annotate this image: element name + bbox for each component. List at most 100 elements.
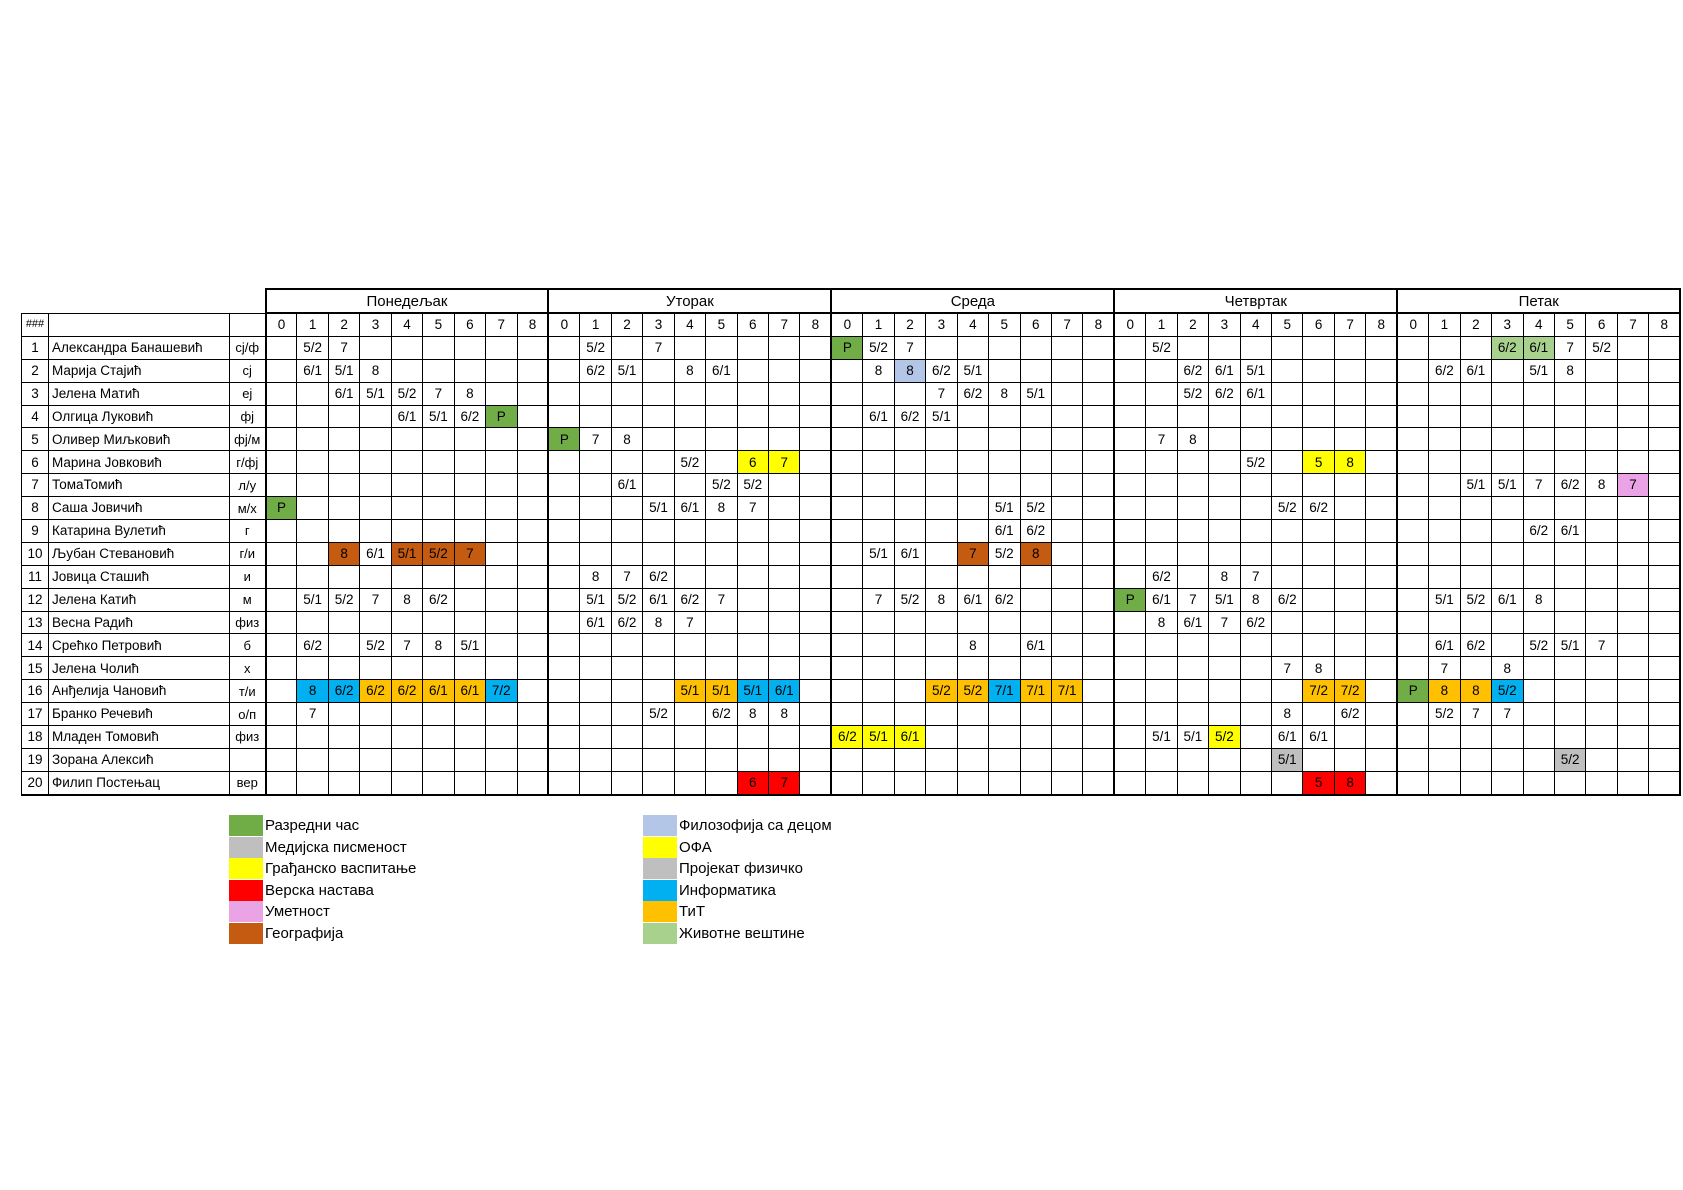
schedule-cell: [736, 610, 770, 635]
schedule-cell: [862, 564, 895, 589]
hour-header: 1: [862, 311, 895, 337]
schedule-cell: [1396, 450, 1430, 475]
schedule-cell: [1050, 519, 1084, 543]
schedule-cell: [1396, 747, 1430, 772]
schedule-cell: [736, 725, 770, 749]
schedule-cell: [1333, 747, 1367, 772]
schedule-cell: 7: [1553, 335, 1587, 360]
schedule-cell: [862, 702, 895, 727]
schedule-cell: [1208, 541, 1241, 566]
schedule-cell: 5/2: [956, 679, 990, 704]
schedule-cell: [642, 473, 675, 498]
schedule-cell: [1050, 473, 1084, 498]
schedule-cell: [485, 770, 518, 796]
schedule-cell: [1459, 747, 1493, 772]
schedule-cell: [1082, 725, 1115, 749]
schedule-cell: 6/1: [862, 404, 895, 429]
schedule-cell: [1113, 519, 1147, 543]
schedule-cell: [1365, 404, 1398, 429]
teacher-name: Весна Радић: [48, 610, 230, 635]
schedule-cell: [1396, 473, 1430, 498]
row-number: 5: [21, 427, 49, 452]
schedule-cell: [893, 610, 927, 635]
schedule-cell: [1616, 679, 1650, 704]
schedule-cell: [1333, 519, 1367, 543]
hour-header: 6: [453, 311, 487, 337]
schedule-cell: [1522, 541, 1555, 566]
schedule-cell: 7/2: [1333, 679, 1367, 704]
schedule-cell: [1333, 404, 1367, 429]
schedule-cell: [264, 541, 298, 566]
schedule-cell: [1428, 610, 1461, 635]
schedule-cell: 5/1: [736, 679, 770, 704]
schedule-cell: [1145, 450, 1178, 475]
schedule-cell: 6: [736, 450, 770, 475]
schedule-cell: [925, 747, 958, 772]
schedule-cell: 8: [1302, 656, 1335, 681]
teacher-name: Срећко Петровић: [48, 633, 230, 658]
schedule-cell: [642, 541, 675, 566]
schedule-cell: 7/1: [988, 679, 1021, 704]
schedule-cell: [359, 656, 392, 681]
schedule-cell: [1176, 496, 1210, 521]
schedule-cell: [1616, 610, 1650, 635]
hour-header: 2: [610, 311, 644, 337]
schedule-cell: [1333, 610, 1367, 635]
schedule-cell: [1396, 404, 1430, 429]
schedule-cell: [264, 358, 298, 383]
legend-item: Филозофија са децом: [643, 815, 832, 836]
schedule-cell: [1365, 541, 1398, 566]
schedule-cell: [799, 747, 832, 772]
schedule-cell: [1302, 587, 1335, 612]
row-number: 10: [21, 541, 49, 566]
schedule-cell: [1113, 404, 1147, 429]
schedule-cell: [1522, 770, 1555, 796]
schedule-cell: 6/1: [327, 381, 361, 406]
schedule-cell: [956, 702, 990, 727]
schedule-cell: 5/1: [1145, 725, 1178, 749]
schedule-cell: [642, 725, 675, 749]
legend-swatch: [643, 879, 677, 901]
schedule-cell: 5/2: [1428, 702, 1461, 727]
schedule-cell: [642, 519, 675, 543]
schedule-cell: [862, 610, 895, 635]
schedule-cell: 8: [1522, 587, 1555, 612]
schedule-cell: [485, 358, 518, 383]
schedule-cell: [1428, 473, 1461, 498]
schedule-cell: [1145, 679, 1178, 704]
schedule-cell: [736, 404, 770, 429]
schedule-cell: 8: [1176, 427, 1210, 452]
schedule-cell: [1270, 358, 1304, 383]
schedule-cell: 7/1: [1019, 679, 1052, 704]
schedule-cell: [1522, 679, 1555, 704]
schedule-cell: [1491, 450, 1524, 475]
schedule-cell: [1396, 656, 1430, 681]
schedule-cell: [296, 496, 329, 521]
schedule-cell: 7: [642, 335, 675, 360]
schedule-cell: [1208, 519, 1241, 543]
schedule-cell: [453, 450, 487, 475]
schedule-cell: [1239, 702, 1273, 727]
schedule-cell: 7/1: [1050, 679, 1084, 704]
schedule-cell: 7/2: [485, 679, 518, 704]
schedule-cell: 8: [359, 358, 392, 383]
schedule-cell: P: [830, 335, 864, 360]
schedule-cell: [799, 679, 832, 704]
schedule-cell: [1616, 404, 1650, 429]
schedule-cell: [1396, 725, 1430, 749]
schedule-cell: [327, 725, 361, 749]
schedule-cell: [1365, 473, 1398, 498]
schedule-cell: 5/2: [1585, 335, 1618, 360]
schedule-cell: [1208, 450, 1241, 475]
schedule-cell: [862, 473, 895, 498]
schedule-cell: [390, 656, 424, 681]
schedule-cell: [264, 450, 298, 475]
schedule-cell: [359, 404, 392, 429]
schedule-cell: 6/2: [1522, 519, 1555, 543]
schedule-cell: [893, 427, 927, 452]
schedule-cell: 6/1: [359, 541, 392, 566]
row-number: 11: [21, 564, 49, 589]
schedule-cell: [296, 473, 329, 498]
schedule-cell: 8: [1145, 610, 1178, 635]
hour-header: 8: [516, 311, 549, 337]
